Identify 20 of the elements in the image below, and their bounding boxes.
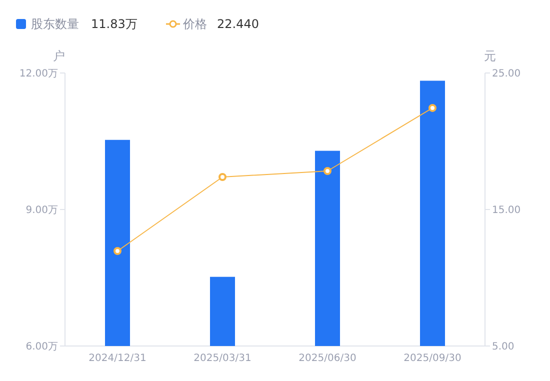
- legend-label: 股东数量: [31, 17, 79, 32]
- x-tick-label: 2025/03/31: [194, 353, 252, 364]
- y-tick-label: 12.00万: [19, 68, 58, 80]
- text: 11.83万: [91, 17, 138, 32]
- y2-tick-label: 5.00: [492, 342, 514, 352]
- point: [114, 246, 122, 255]
- point: [428, 104, 436, 112]
- text: 22.440: [217, 17, 259, 32]
- y-axis-title: 户: [53, 49, 65, 63]
- y2-tick-label: 25.00: [492, 68, 521, 80]
- y-tick-label: 9.00万: [26, 205, 58, 216]
- point: [324, 167, 332, 176]
- y2-axis-title: 元: [484, 49, 496, 63]
- x-tick-label: 2025/09/30: [404, 353, 462, 364]
- y-tick-label: 6.00万: [26, 342, 58, 352]
- x-tick-label: 2025/06/30: [298, 353, 356, 364]
- x-tick-label: 2024/12/31: [88, 353, 146, 364]
- y2-tick-label: 15.00: [492, 205, 521, 216]
- point: [218, 173, 226, 182]
- legend-label: 价格: [182, 17, 207, 32]
